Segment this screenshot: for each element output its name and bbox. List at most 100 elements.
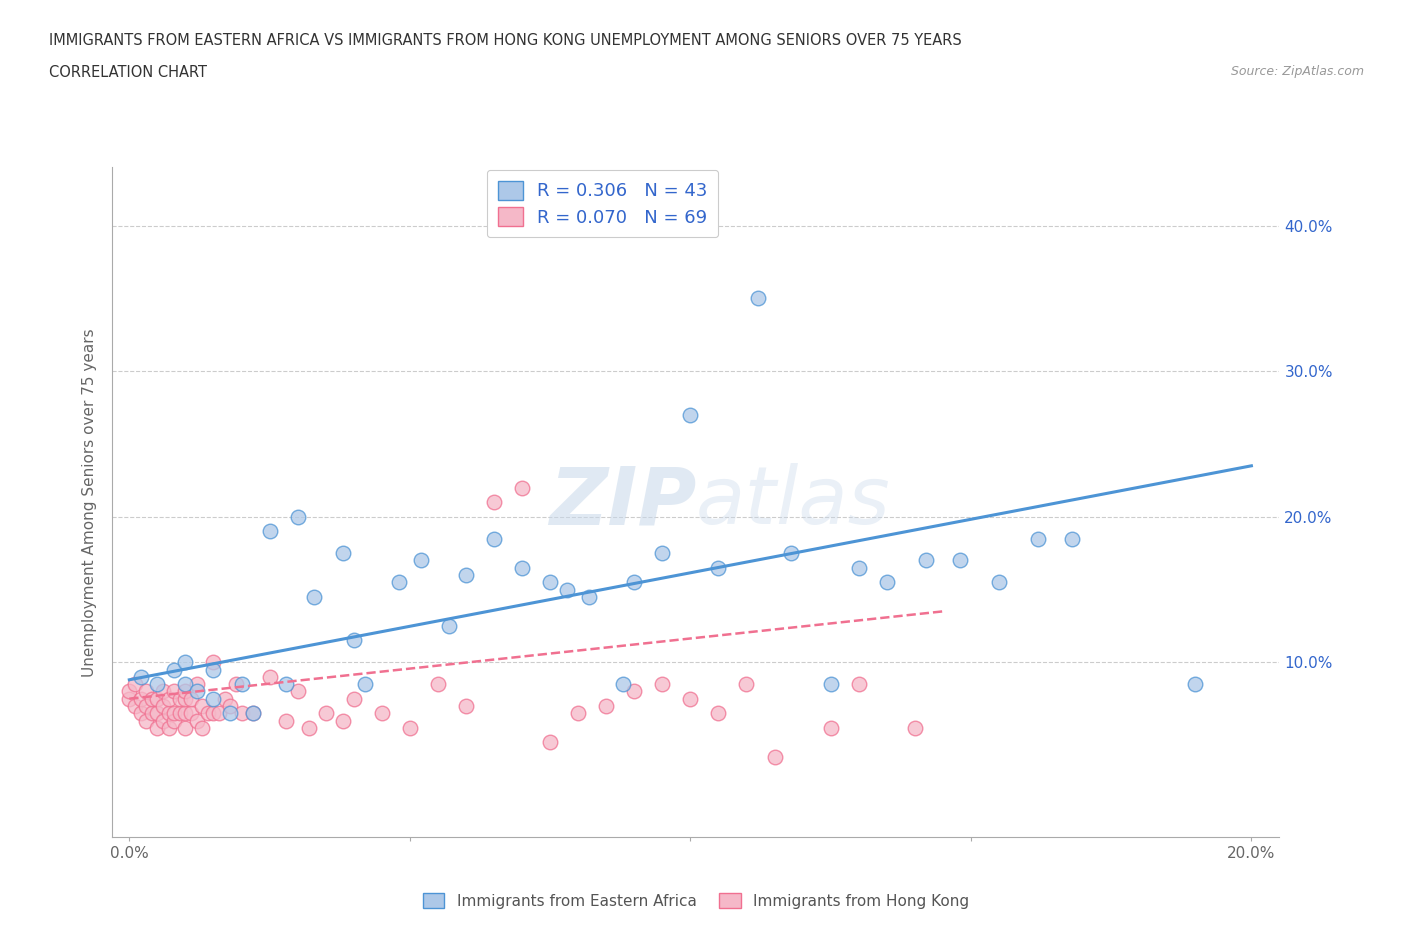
Point [747, 291, 769, 306]
Point [763, 750, 786, 764]
Point [612, 677, 634, 692]
Point [343, 633, 366, 648]
Point [157, 706, 180, 721]
Point [202, 662, 225, 677]
Point [371, 706, 394, 721]
Y-axis label: Unemployment Among Seniors over 75 years: Unemployment Among Seniors over 75 years [82, 328, 97, 676]
Point [219, 706, 242, 721]
Point [1184, 677, 1206, 692]
Point [848, 560, 870, 575]
Point [208, 706, 231, 721]
Point [388, 575, 411, 590]
Point [225, 677, 247, 692]
Point [915, 553, 938, 568]
Point [163, 662, 186, 677]
Point [259, 524, 281, 538]
Point [180, 706, 202, 721]
Text: ZIP: ZIP [548, 463, 696, 541]
Point [354, 677, 377, 692]
Point [287, 510, 309, 525]
Point [242, 706, 264, 721]
Point [1060, 531, 1083, 546]
Point [1026, 531, 1049, 546]
Point [482, 531, 505, 546]
Point [146, 691, 169, 706]
Point [231, 677, 253, 692]
Point [287, 684, 309, 698]
Point [157, 691, 180, 706]
Point [848, 677, 870, 692]
Point [595, 698, 617, 713]
Point [152, 698, 174, 713]
Point [510, 560, 533, 575]
Point [129, 670, 152, 684]
Point [186, 713, 208, 728]
Point [707, 560, 730, 575]
Point [202, 691, 225, 706]
Point [141, 691, 163, 706]
Point [135, 698, 157, 713]
Point [202, 706, 225, 721]
Point [454, 567, 477, 582]
Point [152, 713, 174, 728]
Point [276, 713, 298, 728]
Point [157, 721, 180, 736]
Point [118, 684, 141, 698]
Text: IMMIGRANTS FROM EASTERN AFRICA VS IMMIGRANTS FROM HONG KONG UNEMPLOYMENT AMONG S: IMMIGRANTS FROM EASTERN AFRICA VS IMMIGR… [49, 33, 962, 47]
Point [538, 735, 561, 750]
Point [304, 590, 326, 604]
Point [146, 706, 169, 721]
Point [202, 655, 225, 670]
Legend: Immigrants from Eastern Africa, Immigrants from Hong Kong: Immigrants from Eastern Africa, Immigran… [415, 885, 977, 916]
Point [820, 721, 842, 736]
Point [169, 706, 191, 721]
Point [707, 706, 730, 721]
Text: CORRELATION CHART: CORRELATION CHART [49, 65, 207, 80]
Point [735, 677, 758, 692]
Point [174, 684, 197, 698]
Point [231, 706, 253, 721]
Point [987, 575, 1010, 590]
Point [332, 713, 354, 728]
Point [409, 553, 432, 568]
Point [259, 670, 281, 684]
Point [343, 691, 366, 706]
Point [174, 655, 197, 670]
Point [276, 677, 298, 692]
Point [426, 677, 449, 692]
Point [555, 582, 578, 597]
Point [174, 706, 197, 721]
Point [820, 677, 842, 692]
Point [214, 691, 236, 706]
Point [242, 706, 264, 721]
Point [129, 706, 152, 721]
Point [174, 721, 197, 736]
Point [679, 407, 702, 422]
Point [152, 684, 174, 698]
Point [651, 677, 673, 692]
Point [163, 706, 186, 721]
Point [454, 698, 477, 713]
Point [169, 691, 191, 706]
Point [780, 546, 803, 561]
Point [538, 575, 561, 590]
Point [186, 677, 208, 692]
Point [623, 575, 645, 590]
Point [578, 590, 600, 604]
Point [163, 684, 186, 698]
Point [298, 721, 321, 736]
Point [567, 706, 589, 721]
Point [135, 713, 157, 728]
Point [219, 698, 242, 713]
Point [118, 691, 141, 706]
Point [332, 546, 354, 561]
Point [124, 698, 146, 713]
Point [876, 575, 898, 590]
Point [949, 553, 972, 568]
Point [904, 721, 927, 736]
Point [197, 706, 219, 721]
Point [623, 684, 645, 698]
Text: Source: ZipAtlas.com: Source: ZipAtlas.com [1230, 65, 1364, 78]
Point [124, 677, 146, 692]
Point [135, 684, 157, 698]
